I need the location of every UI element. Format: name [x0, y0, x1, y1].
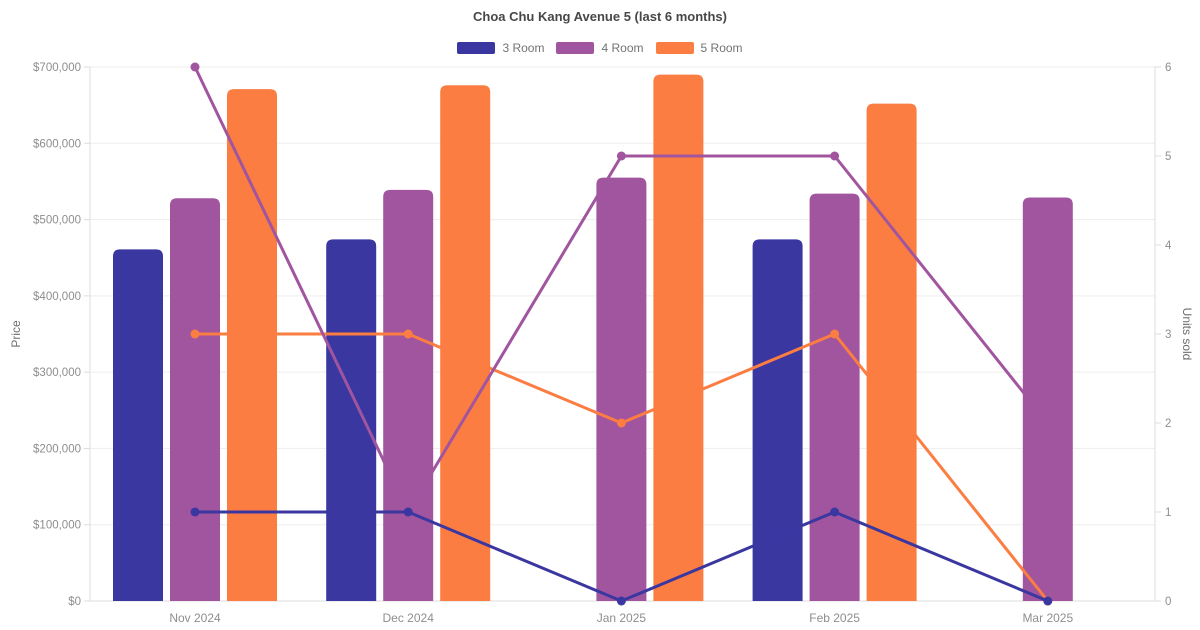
point-3-room-feb-2025[interactable]	[830, 507, 840, 517]
point-3-room-dec-2024[interactable]	[403, 507, 413, 517]
bar-5-room-jan-2025[interactable]	[653, 74, 704, 602]
point-3-room-nov-2024[interactable]	[190, 507, 200, 517]
point-3-room-mar-2025[interactable]	[1043, 596, 1053, 606]
bar-5-room-dec-2024[interactable]	[440, 85, 491, 601]
point-5-room-feb-2025[interactable]	[830, 329, 840, 339]
bar-3-room-dec-2024[interactable]	[326, 239, 377, 602]
chart-title: Choa Chu Kang Avenue 5 (last 6 months)	[472, 9, 727, 24]
bar-3-room-feb-2025[interactable]	[752, 239, 803, 602]
x-label-mar-2025: Mar 2025	[1022, 611, 1073, 625]
legend-label-4-room: 4 Room	[601, 41, 644, 55]
bar-5-room-feb-2025[interactable]	[866, 103, 917, 602]
point-5-room-dec-2024[interactable]	[403, 329, 413, 339]
left-tick-label-400000: $400,000	[33, 291, 81, 303]
x-label-feb-2025: Feb 2025	[809, 611, 860, 625]
bar-4-room-nov-2024[interactable]	[170, 198, 220, 601]
right-tick-label-4: 4	[1165, 240, 1172, 252]
legend-swatch-3-room	[457, 42, 496, 54]
left-tick-label-200000: $200,000	[33, 443, 81, 455]
point-4-room-jan-2025[interactable]	[616, 151, 626, 161]
right-tick-label-2: 2	[1165, 418, 1171, 430]
bar-4-room-feb-2025[interactable]	[809, 193, 860, 602]
point-4-room-feb-2025[interactable]	[830, 151, 840, 161]
left-tick-label-0: $0	[68, 596, 81, 608]
bar-4-room-jan-2025[interactable]	[596, 177, 647, 601]
legend-swatch-4-room	[556, 42, 595, 54]
left-tick-label-700000: $700,000	[33, 62, 81, 74]
left-tick-label-500000: $500,000	[33, 215, 81, 227]
bar-4-room-mar-2025[interactable]	[1022, 197, 1073, 601]
legend-swatch-5-room	[655, 42, 694, 54]
point-5-room-nov-2024[interactable]	[190, 329, 200, 339]
x-label-nov-2024: Nov 2024	[169, 611, 221, 625]
x-label-dec-2024: Dec 2024	[383, 611, 435, 625]
point-4-room-nov-2024[interactable]	[190, 62, 200, 72]
bar-4-room-dec-2024[interactable]	[383, 189, 434, 601]
chart-legend: 3 Room 4 Room 5 Room	[0, 41, 1200, 55]
point-5-room-jan-2025[interactable]	[616, 418, 626, 428]
point-3-room-jan-2025[interactable]	[616, 596, 626, 606]
legend-item-3-room[interactable]: 3 Room	[457, 41, 544, 55]
left-tick-label-600000: $600,000	[33, 138, 81, 150]
right-tick-label-3: 3	[1165, 329, 1171, 341]
right-tick-label-6: 6	[1165, 62, 1171, 74]
x-label-jan-2025: Jan 2025	[597, 611, 647, 625]
legend-item-5-room[interactable]: 5 Room	[655, 41, 743, 55]
left-tick-label-300000: $300,000	[33, 367, 81, 379]
left-tick-label-100000: $100,000	[33, 520, 81, 532]
right-tick-label-5: 5	[1165, 151, 1171, 163]
bar-3-room-nov-2024[interactable]	[113, 249, 163, 601]
right-tick-label-0: 0	[1165, 596, 1171, 608]
bar-5-room-nov-2024[interactable]	[227, 89, 277, 601]
point-4-room-mar-2025[interactable]	[1043, 418, 1053, 428]
legend-item-4-room[interactable]: 4 Room	[556, 41, 644, 55]
right-tick-label-1: 1	[1165, 507, 1171, 519]
legend-label-3-room: 3 Room	[502, 41, 545, 55]
legend-label-5-room: 5 Room	[700, 41, 743, 55]
